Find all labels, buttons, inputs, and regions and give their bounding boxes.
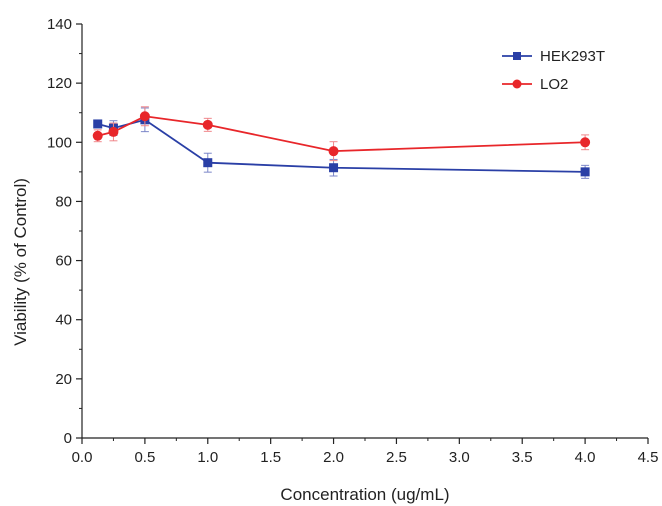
x-tick-label: 1.0 — [197, 449, 218, 466]
data-point-hek293t — [329, 163, 339, 173]
x-axis-title: Concentration (ug/mL) — [280, 485, 449, 504]
x-tick-label: 2.5 — [386, 449, 407, 466]
data-point-hek293t — [203, 158, 213, 168]
series-lo2 — [92, 106, 591, 162]
legend-marker-lo2 — [512, 79, 522, 89]
y-axis-title: Viability (% of Control) — [11, 178, 30, 346]
data-point-lo2 — [108, 126, 119, 137]
data-point-lo2 — [139, 111, 150, 122]
x-tick-label: 0.5 — [134, 449, 155, 466]
y-tick-label: 140 — [47, 16, 72, 33]
y-tick-label: 0 — [64, 430, 72, 447]
series-line-hek293t — [97, 118, 586, 173]
x-tick-labels: 0.0 0.5 1.0 1.5 2.0 2.5 3.0 3.5 4.0 4.5 — [72, 449, 659, 466]
plot-area — [76, 23, 649, 444]
y-tick-labels: 0 20 40 60 80 100 120 140 — [47, 16, 72, 447]
data-point-lo2 — [202, 119, 213, 130]
data-point-lo2 — [580, 137, 591, 148]
x-tick-label: 4.5 — [638, 449, 659, 466]
y-tick-label: 100 — [47, 134, 72, 151]
x-tick-label: 4.0 — [575, 449, 596, 466]
legend-label-hek293t: HEK293T — [540, 48, 605, 65]
y-tick-label: 20 — [55, 371, 72, 388]
y-tick-label: 60 — [55, 253, 72, 270]
data-point-lo2 — [92, 130, 103, 141]
x-tick-label: 2.0 — [323, 449, 344, 466]
x-tick-label: 0.0 — [72, 449, 93, 466]
legend-label-lo2: LO2 — [540, 76, 568, 93]
series-line-lo2 — [97, 115, 586, 153]
x-tick-label: 3.0 — [449, 449, 470, 466]
y-tick-label: 40 — [55, 312, 72, 329]
y-tick-label: 120 — [47, 75, 72, 92]
data-point-hek293t — [93, 119, 103, 129]
legend-item-lo2: LO2 — [502, 76, 568, 93]
legend-item-hek293t: HEK293T — [502, 48, 605, 65]
data-point-lo2 — [328, 146, 339, 157]
data-point-hek293t — [580, 167, 590, 177]
y-tick-label: 80 — [55, 193, 72, 210]
x-tick-label: 1.5 — [260, 449, 281, 466]
series-layer — [92, 106, 591, 179]
x-tick-label: 3.5 — [512, 449, 533, 466]
legend: HEK293T LO2 — [502, 48, 605, 93]
legend-marker-hek293t — [513, 52, 521, 60]
